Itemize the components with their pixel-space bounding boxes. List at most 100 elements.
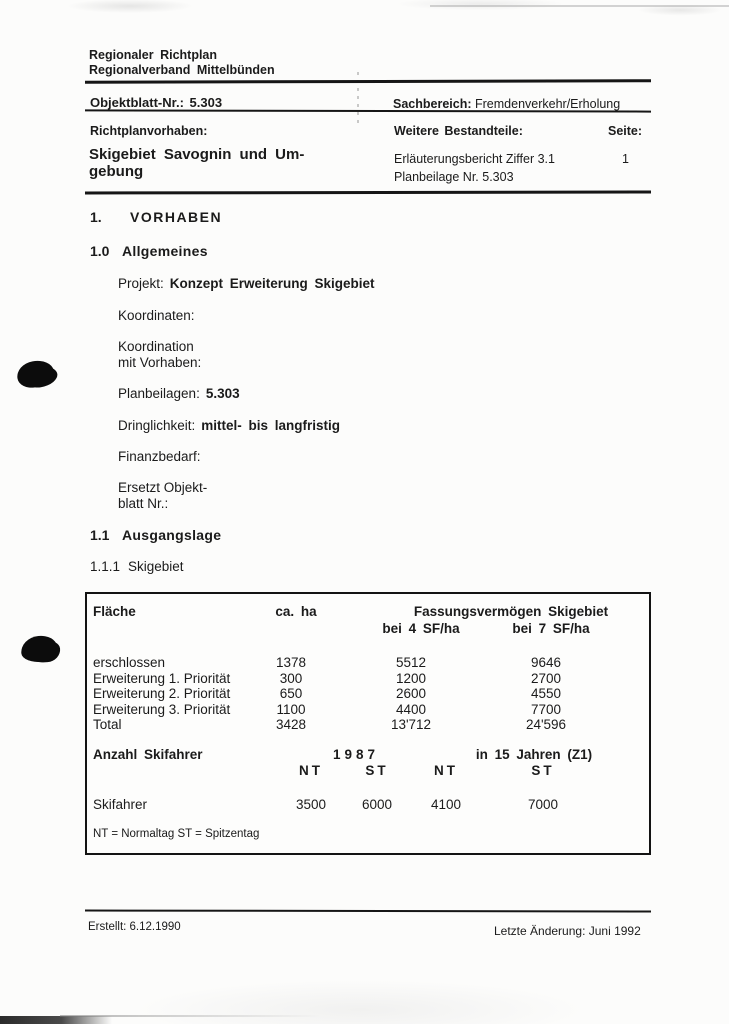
table-row: Erweiterung 1. Priorität 300 1200 2700: [91, 671, 645, 687]
last-modified-date: Letzte Änderung: Juni 1992: [494, 924, 641, 938]
objektblatt-value: 5.303: [189, 95, 223, 110]
bestandteil-item: Erläuterungsbericht Ziffer 3.1: [394, 152, 555, 166]
skifahrer-st-1987: 6000: [361, 797, 393, 812]
field-finanzbedarf: Finanzbedarf:: [118, 449, 207, 465]
skifahrer-nt-1987: 3500: [295, 797, 327, 812]
col-ca-ha: ca. ha: [275, 604, 317, 619]
section-1-0-number: 1.0: [90, 243, 110, 259]
bestandteile-label: Weitere Bestandteile:: [394, 124, 523, 138]
ink-blob: [15, 357, 56, 391]
skifahrer-nt-z1: 4100: [430, 797, 462, 812]
row-ha: 1378: [275, 655, 307, 670]
row-ha: 650: [279, 686, 303, 701]
col-bei-7-sf-ha: bei 7 SF/ha: [512, 621, 590, 636]
col-st-1987: ST: [365, 763, 389, 778]
col-flaeche: Fläche: [93, 604, 136, 619]
field-ersetzt-objektblatt: Ersetzt Objekt- blatt Nr.:: [118, 480, 207, 512]
footer-rule: [84, 909, 652, 913]
row-f7: 7700: [530, 702, 562, 717]
table-header-row: Fläche ca. ha Fassungsvermögen Skigebiet: [91, 604, 645, 620]
field-projekt: Projekt: Konzept Erweiterung Skigebiet: [118, 276, 375, 292]
section-1-0-title: Allgemeines: [122, 243, 208, 259]
table-row: Erweiterung 3. Priorität 1100 4400 7700: [91, 702, 645, 718]
field-koordinaten: Koordinaten:: [118, 308, 201, 324]
org-line1: Regionaler Richtplan: [89, 48, 218, 62]
nt-st-legend: NT = Normaltag ST = Spitzentag: [93, 828, 260, 840]
row-label: Skifahrer: [93, 797, 148, 812]
field-value: 5.303: [205, 386, 240, 401]
table-row: erschlossen 1378 5512 9646: [91, 655, 645, 671]
seite-label: Seite:: [608, 124, 643, 138]
section-1-1-title: Ausgangslage: [122, 527, 222, 543]
row-f4: 4400: [395, 702, 427, 717]
row-label: Erweiterung 1. Priorität: [93, 671, 231, 686]
row-f4: 13'712: [390, 717, 432, 732]
skifahrer-header-row: Anzahl Skifahrer 1987 in 15 Jahren (Z1): [91, 747, 645, 763]
col-in-15-jahren: in 15 Jahren (Z1): [475, 747, 593, 762]
org-line2: Regionalverband Mittelbünden: [89, 63, 275, 77]
row-f7: 2700: [530, 671, 562, 686]
row-f4: 1200: [395, 671, 427, 686]
richtplanvorhaben-label: Richtplanvorhaben:: [90, 124, 208, 138]
col-nt-1987: NT: [299, 763, 323, 778]
objektblatt-field: Objektblatt-Nr.: 5.303: [90, 95, 222, 110]
org-header: Regionaler Richtplan Regionalverband Mit…: [89, 48, 275, 78]
header-bottom-rule: [84, 190, 652, 195]
field-label: Koordination mit Vorhaben:: [118, 339, 202, 370]
section-1-1-1-title: Skigebiet: [128, 559, 184, 574]
sachbereich-field: Sachbereich: Fremdenverkehr/Erholung: [393, 97, 620, 111]
ink-blob: [19, 634, 59, 664]
row-f7: 24'596: [525, 717, 567, 732]
created-date: Erstellt: 6.12.1990: [88, 921, 181, 933]
field-label: Finanzbedarf:: [118, 449, 201, 464]
col-bei-4-sf-ha: bei 4 SF/ha: [382, 621, 460, 636]
scan-edge-bar: [0, 1016, 112, 1024]
anzahl-skifahrer-header: Anzahl Skifahrer: [93, 747, 203, 762]
header-rule: [84, 79, 652, 84]
sachbereich-label: Sachbereich:: [393, 97, 472, 111]
table-row: Erweiterung 2. Priorität 650 2600 4550: [91, 686, 645, 702]
row-label: erschlossen: [93, 655, 166, 670]
row-f4: 2600: [395, 686, 427, 701]
col-st-z1: ST: [531, 763, 555, 778]
row-ha: 3428: [275, 717, 307, 732]
section-1-number: 1.: [90, 209, 102, 225]
objektblatt-label: Objektblatt-Nr.:: [90, 95, 184, 110]
document-title: Skigebiet Savognin und Um- gebung: [89, 146, 305, 180]
section-1-title: VORHABEN: [130, 209, 223, 225]
row-label: Erweiterung 3. Priorität: [93, 702, 231, 717]
section-1-1-1-number: 1.1.1: [90, 559, 121, 574]
row-f7: 4550: [530, 686, 562, 701]
section-1-1-number: 1.1: [90, 527, 110, 543]
table-subheader-row: bei 4 SF/ha bei 7 SF/ha: [91, 621, 645, 637]
table-row-total: Total 3428 13'712 24'596: [91, 717, 645, 733]
row-ha: 1100: [276, 702, 306, 717]
field-label: Ersetzt Objekt- blatt Nr.:: [118, 480, 208, 511]
field-dringlichkeit: Dringlichkeit: mittel- bis langfristig: [118, 418, 340, 434]
row-label: Total: [93, 717, 122, 732]
field-koordination: Koordination mit Vorhaben:: [118, 339, 207, 371]
row-f4: 5512: [395, 655, 427, 670]
row-f7: 9646: [530, 655, 562, 670]
field-label: Planbeilagen:: [118, 386, 200, 401]
bestandteil-item: Planbeilage Nr. 5.303: [394, 170, 514, 184]
scan-edge-line: [430, 5, 729, 7]
field-label: Koordinaten:: [118, 308, 195, 323]
skifahrer-st-z1: 7000: [527, 797, 559, 812]
col-fassungsvermoegen: Fassungsvermögen Skigebiet: [413, 604, 609, 619]
skigebiet-data-table: Fläche ca. ha Fassungsvermögen Skigebiet…: [85, 592, 651, 855]
col-1987: 1987: [332, 747, 380, 762]
col-nt-z1: NT: [434, 763, 458, 778]
nt-st-header-row: NT ST NT ST: [91, 763, 645, 779]
field-label: Projekt:: [118, 276, 164, 291]
row-ha: 300: [279, 671, 303, 686]
skifahrer-data-row: Skifahrer 3500 6000 4100 7000: [91, 797, 645, 813]
field-label: Dringlichkeit:: [118, 418, 196, 433]
scan-edge-smudge: [60, 1015, 320, 1017]
sachbereich-value: Fremdenverkehr/Erholung: [475, 97, 621, 111]
page-number: 1: [622, 152, 629, 166]
row-label: Erweiterung 2. Priorität: [93, 686, 231, 701]
field-value: mittel- bis langfristig: [201, 418, 341, 433]
table-footnote-row: NT = Normaltag ST = Spitzentag: [91, 828, 645, 844]
